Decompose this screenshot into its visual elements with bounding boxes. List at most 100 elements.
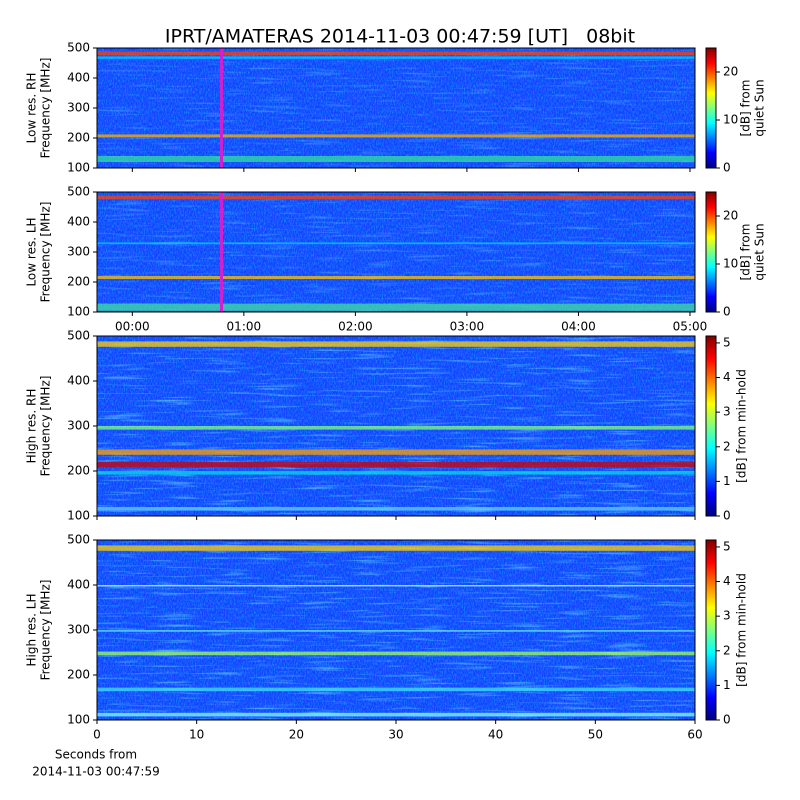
y-axis-label: High res. RH — [25, 389, 39, 464]
spectrogram-bursts — [97, 192, 695, 312]
x-axis-label: Seconds from — [55, 748, 137, 762]
x-tick-label: 02:00 — [338, 320, 373, 334]
spectrogram-band — [97, 276, 695, 279]
y-tick-label: 100 — [67, 509, 90, 523]
y-tick-label: 400 — [67, 374, 90, 388]
chart-title: IPRT/AMATERAS 2014-11-03 00:47:59 [UT] 0… — [165, 26, 635, 48]
y-tick-label: 500 — [67, 329, 90, 343]
y-tick-label: 200 — [67, 275, 90, 289]
colorbar-tick-label: 10 — [723, 113, 738, 127]
spectrogram — [97, 48, 695, 168]
x-tick-label: 10 — [189, 728, 204, 742]
spectrogram-band — [97, 651, 695, 656]
colorbar-tick-label: 0 — [723, 509, 731, 523]
x-tick-label: 60 — [687, 728, 702, 742]
colorbar — [705, 191, 717, 313]
spectrogram-band — [97, 51, 695, 56]
colorbar-tick-label: 0 — [723, 305, 731, 319]
colorbar-tick-label: 1 — [723, 474, 731, 488]
colorbar-tick-label: 5 — [723, 539, 731, 553]
spectrogram-band — [97, 687, 695, 692]
y-tick-label: 500 — [67, 41, 90, 55]
spectrogram-band — [97, 195, 695, 200]
x-tick-label: 03:00 — [450, 320, 485, 334]
y-tick-label: 300 — [67, 101, 90, 115]
y-tick-label: 100 — [67, 305, 90, 319]
spectrogram-band — [97, 585, 695, 587]
y-axis-label: High res. LH — [25, 593, 39, 666]
highlight-line — [220, 192, 224, 312]
y-axis-label: Low res. RH — [25, 73, 39, 144]
colorbar-label: quiet Sun — [753, 79, 767, 136]
colorbar-tick-label: 20 — [723, 65, 738, 79]
y-tick-label: 100 — [67, 161, 90, 175]
y-tick-label: 500 — [67, 185, 90, 199]
y-tick-label: 200 — [67, 131, 90, 145]
colorbar-label: [dB] from — [739, 80, 753, 137]
x-tick-label: 04:00 — [561, 320, 596, 334]
spectrogram-band — [97, 303, 695, 311]
spectrogram-band — [97, 426, 695, 430]
y-axis-label: Frequency [MHz] — [39, 580, 53, 681]
x-tick-label: 30 — [388, 728, 403, 742]
y-axis-label: Frequency [MHz] — [39, 58, 53, 159]
y-axis-label: Low res. LH — [25, 217, 39, 286]
spectrogram-band — [97, 712, 695, 717]
y-tick-label: 200 — [67, 668, 90, 682]
colorbar-tick-label: 4 — [723, 574, 731, 588]
colorbar-tick-label: 1 — [723, 678, 731, 692]
x-tick-label: 01:00 — [227, 320, 262, 334]
y-tick-label: 400 — [67, 71, 90, 85]
y-tick-label: 300 — [67, 245, 90, 259]
colorbar-tick-label: 5 — [723, 335, 731, 349]
x-tick-label: 50 — [588, 728, 603, 742]
spectrogram-band — [97, 156, 695, 162]
spectrogram-band — [97, 56, 695, 59]
spectrogram-band — [97, 545, 695, 551]
x-axis-label: 2014-11-03 00:47:59 — [32, 765, 159, 779]
spectrogram-band — [97, 134, 695, 138]
spectrogram-band — [97, 242, 695, 245]
colorbar — [705, 47, 717, 169]
spectrogram-band — [97, 630, 695, 632]
colorbar-tick-label: 3 — [723, 609, 731, 623]
highlight-line — [220, 48, 224, 168]
spectrogram-bursts — [97, 48, 695, 168]
y-tick-label: 200 — [67, 464, 90, 478]
y-axis-label: Frequency [MHz] — [39, 376, 53, 477]
spectrogram-band — [97, 507, 695, 511]
colorbar-label: [dB] from — [739, 224, 753, 281]
colorbar-label: quiet Sun — [753, 223, 767, 280]
x-tick-label: 20 — [289, 728, 304, 742]
colorbar-tick-label: 10 — [723, 257, 738, 271]
spectrogram-band — [97, 471, 695, 475]
y-tick-label: 100 — [67, 713, 90, 727]
x-tick-label: 0 — [93, 728, 101, 742]
colorbar — [705, 335, 717, 517]
colorbar — [705, 539, 717, 721]
spectrogram — [97, 192, 695, 312]
colorbar-label: [dB] from min-hold — [735, 369, 749, 483]
y-tick-label: 500 — [67, 533, 90, 547]
spectrogram-band — [97, 449, 695, 455]
colorbar-label: [dB] from min-hold — [735, 573, 749, 687]
y-tick-label: 300 — [67, 419, 90, 433]
y-axis-label: Frequency [MHz] — [39, 202, 53, 303]
x-tick-label: 00:00 — [115, 320, 150, 334]
colorbar-tick-label: 4 — [723, 370, 731, 384]
colorbar-tick-label: 20 — [723, 209, 738, 223]
y-tick-label: 400 — [67, 578, 90, 592]
spectrogram-band — [97, 462, 695, 468]
y-tick-label: 300 — [67, 623, 90, 637]
colorbar-tick-label: 0 — [723, 161, 731, 175]
spectrogram — [97, 540, 695, 720]
colorbar-tick-label: 2 — [723, 439, 731, 453]
spectrogram — [97, 336, 695, 516]
x-tick-label: 05:00 — [673, 320, 708, 334]
colorbar-tick-label: 3 — [723, 405, 731, 419]
colorbar-tick-label: 0 — [723, 713, 731, 727]
y-tick-label: 400 — [67, 215, 90, 229]
spectrogram-band — [97, 341, 695, 347]
x-tick-label: 40 — [488, 728, 503, 742]
